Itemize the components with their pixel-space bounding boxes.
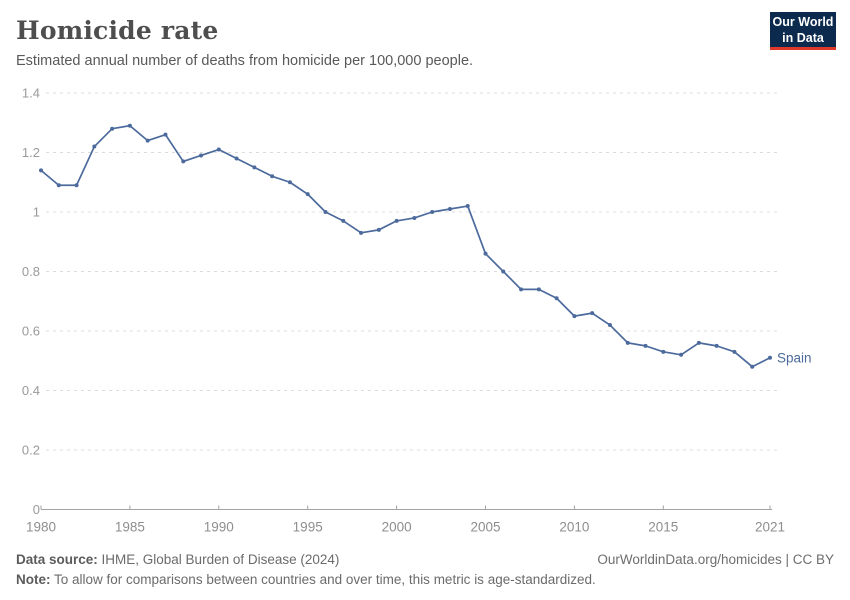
note-text: To allow for comparisons between countri… xyxy=(50,572,596,587)
x-tick-label: 1995 xyxy=(293,520,323,535)
y-tick-label: 0 xyxy=(33,502,40,517)
data-point[interactable] xyxy=(768,355,772,360)
data-point[interactable] xyxy=(714,343,719,348)
data-point[interactable] xyxy=(39,168,43,173)
data-point[interactable] xyxy=(359,230,364,235)
x-tick-label: 2000 xyxy=(382,520,412,535)
data-point[interactable] xyxy=(412,215,417,220)
x-tick-label: 1990 xyxy=(204,520,234,535)
data-source-label: Data source: xyxy=(16,552,98,567)
data-point[interactable] xyxy=(750,364,755,369)
data-point[interactable] xyxy=(56,183,61,188)
data-point[interactable] xyxy=(252,165,257,170)
data-point[interactable] xyxy=(661,349,666,354)
y-tick-label: 1.4 xyxy=(22,86,40,101)
data-point[interactable] xyxy=(305,192,310,197)
x-tick-label: 1980 xyxy=(26,520,56,535)
data-point[interactable] xyxy=(572,314,577,319)
data-point[interactable] xyxy=(607,323,612,328)
data-line[interactable] xyxy=(40,124,771,368)
data-point[interactable] xyxy=(323,210,328,214)
owid-attribution-link[interactable]: OurWorldinData.org/homicides | CC BY xyxy=(597,552,834,567)
data-point[interactable] xyxy=(536,287,541,292)
data-point[interactable] xyxy=(447,207,452,212)
data-point[interactable] xyxy=(74,183,79,188)
note-label: Note: xyxy=(16,572,51,587)
data-point[interactable] xyxy=(501,269,506,274)
data-point[interactable] xyxy=(679,352,684,357)
data-point[interactable] xyxy=(696,340,701,345)
data-point[interactable] xyxy=(465,204,470,209)
data-point[interactable] xyxy=(234,156,239,161)
data-point[interactable] xyxy=(163,132,168,137)
data-point[interactable] xyxy=(216,147,221,152)
data-point[interactable] xyxy=(732,349,737,354)
data-point[interactable] xyxy=(625,340,630,345)
data-point[interactable] xyxy=(376,227,381,232)
chart-footer: Data source: IHME, Global Burden of Dise… xyxy=(0,548,850,600)
data-point[interactable] xyxy=(430,210,435,214)
y-tick-label: 1.2 xyxy=(22,145,40,160)
data-point[interactable] xyxy=(199,153,204,158)
owid-logo[interactable]: Our World in Data xyxy=(770,12,836,50)
y-tick-label: 0.8 xyxy=(22,264,40,279)
data-point[interactable] xyxy=(519,287,524,292)
data-point[interactable] xyxy=(127,123,132,128)
data-point[interactable] xyxy=(394,218,399,223)
y-tick-label: 0.6 xyxy=(22,324,40,339)
y-tick-label: 1 xyxy=(33,205,40,220)
data-point[interactable] xyxy=(181,159,186,164)
chart-subtitle: Estimated annual number of deaths from h… xyxy=(16,53,474,69)
data-source-text: IHME, Global Burden of Disease (2024) xyxy=(97,552,340,567)
owid-logo-line1: Our World xyxy=(772,15,834,29)
data-source-line: Data source: IHME, Global Burden of Dise… xyxy=(16,552,339,567)
owid-logo-line2: in Data xyxy=(782,31,824,45)
y-tick-label: 0.2 xyxy=(22,443,40,458)
data-point[interactable] xyxy=(341,218,346,223)
page-title: Homicide rate xyxy=(16,16,219,45)
data-point[interactable] xyxy=(145,138,150,143)
note-line: Note: To allow for comparisons between c… xyxy=(16,572,596,587)
data-point[interactable] xyxy=(110,126,115,131)
data-point[interactable] xyxy=(554,296,559,301)
x-tick-label: 2015 xyxy=(648,520,678,535)
data-point[interactable] xyxy=(270,174,275,179)
x-tick-label: 2021 xyxy=(755,520,785,535)
x-tick-label: 1985 xyxy=(115,520,145,535)
data-point[interactable] xyxy=(92,144,97,149)
data-point[interactable] xyxy=(643,343,648,348)
data-point[interactable] xyxy=(483,251,488,256)
data-point[interactable] xyxy=(590,311,595,316)
series-label[interactable]: Spain xyxy=(777,350,812,365)
x-tick-label: 2010 xyxy=(559,520,589,535)
y-tick-label: 0.4 xyxy=(22,383,40,398)
x-tick-label: 2005 xyxy=(470,520,500,535)
data-point[interactable] xyxy=(287,180,292,185)
